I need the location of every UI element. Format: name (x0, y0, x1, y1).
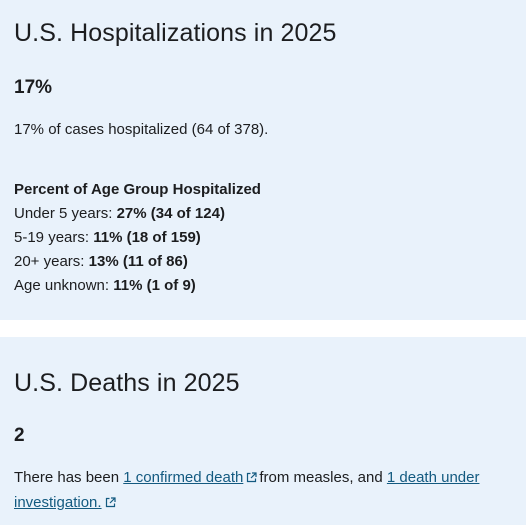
hospitalizations-card: U.S. Hospitalizations in 2025 17% 17% of… (0, 0, 526, 320)
age-group-value: 27% (34 of 124) (116, 205, 225, 222)
age-group-label: Under 5 years: (14, 205, 113, 222)
hospitalization-percent: 17% (14, 77, 53, 98)
age-group-value: 11% (1 of 9) (113, 277, 196, 294)
death-under-investigation-link[interactable]: 1 death under investigation. (14, 469, 479, 511)
death-investigation-link-label-1: 1 death under (386, 469, 480, 486)
age-group-row: 5-19 years: 11% (18 of 159) (14, 226, 261, 250)
deaths-text-prefix: There has been (14, 469, 124, 486)
age-group-label: 20+ years: (14, 253, 85, 270)
age-group-row: 20+ years: 13% (11 of 86) (14, 250, 261, 274)
deaths-description: There has been 1 confirmed death from mea… (14, 466, 524, 516)
deaths-text-middle: from measles, and (259, 469, 387, 486)
age-group-breakdown: Percent of Age Group Hospitalized Under … (14, 178, 261, 298)
age-group-value: 13% (11 of 86) (88, 253, 188, 270)
hospitalizations-title: U.S. Hospitalizations in 2025 (14, 19, 337, 47)
death-investigation-link-label-2: investigation. (14, 494, 102, 511)
confirmed-death-link-label: 1 confirmed death (123, 469, 244, 486)
age-group-row: Under 5 years: 27% (34 of 124) (14, 202, 261, 226)
confirmed-death-link[interactable]: 1 confirmed death (123, 469, 259, 486)
age-group-label: Age unknown: (14, 277, 110, 294)
age-group-row: Age unknown: 11% (1 of 9) (14, 274, 261, 298)
external-link-icon (246, 467, 257, 491)
deaths-title: U.S. Deaths in 2025 (14, 369, 240, 397)
death-count: 2 (14, 425, 25, 446)
deaths-card: U.S. Deaths in 2025 2 There has been 1 c… (0, 337, 526, 525)
external-link-icon (105, 492, 116, 516)
age-group-label: 5-19 years: (14, 229, 90, 246)
age-group-value: 11% (18 of 159) (93, 229, 201, 246)
age-group-heading: Percent of Age Group Hospitalized (14, 181, 261, 198)
hospitalization-summary: 17% of cases hospitalized (64 of 378). (14, 121, 269, 138)
